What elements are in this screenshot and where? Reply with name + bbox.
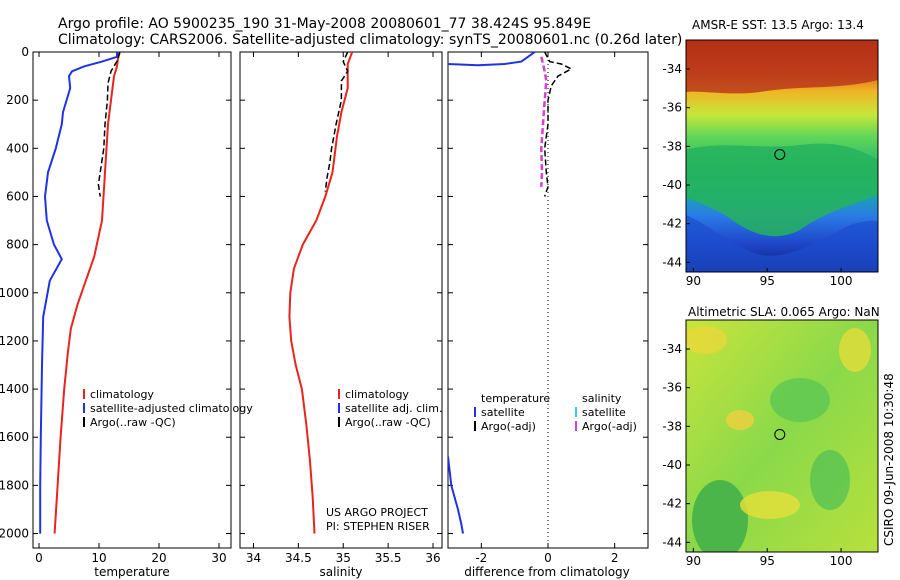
y-tick-label: 1600 — [0, 430, 29, 444]
difference-xlabel: difference from climatology — [464, 565, 630, 579]
map-y-tick-label: -38 — [662, 139, 682, 153]
x-tick-label: 0 — [544, 551, 552, 565]
x-tick-label: 35.5 — [375, 551, 402, 565]
sst-green-tongue — [686, 143, 878, 237]
x-tick-label: 36 — [425, 551, 440, 565]
map-x-tick-label: 90 — [686, 274, 701, 288]
map-y-tick-label: -40 — [662, 458, 682, 472]
map-y-tick-label: -34 — [662, 342, 682, 356]
x-tick-label: 10 — [91, 551, 106, 565]
x-tick-label: 20 — [151, 551, 166, 565]
sla-yellow-patch — [726, 410, 754, 430]
y-tick-label: 1200 — [0, 334, 29, 348]
sst-map-panel: AMSR-E SST: 13.5 Argo: 13.4 90 95 100 -34 -3… — [662, 18, 879, 288]
temperature-panel: 0 10 20 30 0 200 400 600 800 1000 1200 1400 1600 1800… — [0, 45, 253, 579]
x-tick-label: 34 — [246, 551, 261, 565]
y-tick-label: 200 — [6, 93, 29, 107]
x-tick-label: 34.5 — [285, 551, 312, 565]
project-annotation-line2: PI: STEPHEN RISER — [326, 520, 430, 533]
temperature-xlabel: temperature — [94, 565, 169, 579]
sla-map-panel: Altimetric SLA: 0.065 Argo: NaN 90 95 100 -… — [662, 305, 879, 568]
figure-title-line1: Argo profile: AO 5900235_190 31-May-2008… — [58, 16, 591, 32]
legend-label: Argo(-adj) — [582, 420, 637, 433]
map-y-tick-label: -38 — [662, 419, 682, 433]
series-line — [97, 52, 121, 197]
legend-header: temperature — [481, 392, 550, 405]
x-tick-label: -2 — [475, 551, 487, 565]
sla-green-patch — [770, 378, 830, 422]
legend-header: salinity — [582, 392, 622, 405]
y-tick-label: 600 — [6, 189, 29, 203]
sst-warm-region — [686, 40, 878, 94]
series-line — [288, 52, 354, 534]
salinity-xlabel: salinity — [319, 565, 362, 579]
project-annotation-line1: US ARGO PROJECT — [326, 506, 428, 519]
sla-yellow-patch — [686, 326, 727, 354]
map-y-tick-label: -42 — [662, 217, 682, 231]
sla-map-title: Altimetric SLA: 0.065 Argo: NaN — [688, 305, 880, 319]
y-tick-label: 0 — [21, 45, 29, 59]
legend-label: satellite-adjusted climatology — [90, 402, 253, 415]
sla-green-patch — [692, 480, 748, 552]
sst-cool-region — [686, 215, 878, 272]
map-x-tick-label: 100 — [830, 274, 853, 288]
x-tick-label: 30 — [211, 551, 226, 565]
map-y-tick-label: -42 — [662, 497, 682, 511]
sla-yellow-patch — [740, 491, 800, 519]
x-tick-label: 35 — [336, 551, 351, 565]
salinity-axes-frame — [239, 51, 443, 549]
series-line — [540, 56, 548, 187]
legend-label: Argo(-adj) — [481, 420, 536, 433]
map-x-tick-label: 100 — [830, 554, 853, 568]
map-y-tick-label: -34 — [662, 62, 682, 76]
legend-label: Argo(..raw -QC) — [345, 416, 431, 429]
map-y-tick-label: -36 — [662, 381, 682, 395]
series-line — [39, 52, 118, 534]
x-tick-label: 2 — [611, 551, 619, 565]
sst-map-title: AMSR-E SST: 13.5 Argo: 13.4 — [692, 18, 864, 32]
legend-label: satellite — [481, 406, 525, 419]
map-x-tick-label: 90 — [686, 554, 701, 568]
legend-label: satellite adj. clim. — [345, 402, 442, 415]
sla-yellow-patch — [839, 328, 871, 372]
temperature-axes-frame — [32, 51, 232, 549]
map-y-tick-label: -44 — [662, 535, 682, 549]
y-tick-label: 1800 — [0, 478, 29, 492]
series-line — [448, 456, 464, 534]
series-line — [324, 52, 349, 192]
y-tick-label: 800 — [6, 238, 29, 252]
argo-location-marker-sst — [774, 148, 786, 160]
map-y-tick-label: -44 — [662, 255, 682, 269]
sla-green-patch — [810, 450, 850, 510]
series-line — [53, 52, 121, 534]
y-tick-label: 2000 — [0, 527, 29, 541]
map-x-tick-label: 95 — [760, 554, 775, 568]
series-line — [543, 52, 573, 197]
legend-label: climatology — [345, 388, 409, 401]
series-line — [448, 52, 536, 67]
legend-label: Argo(..raw -QC) — [90, 416, 176, 429]
sla-map-frame — [685, 319, 879, 553]
x-tick-label: 0 — [35, 551, 43, 565]
legend-label: climatology — [90, 388, 154, 401]
difference-panel: -2 0 2 difference from climatology tempera… — [447, 51, 649, 579]
legend-label: satellite — [582, 406, 626, 419]
argo-location-marker-sla — [774, 428, 786, 440]
side-timestamp-label: CSIRO 09-Jun-2008 10:30:48 — [882, 373, 896, 546]
sst-map-frame — [685, 39, 879, 273]
y-tick-label: 400 — [6, 141, 29, 155]
salinity-panel: 34 34.5 35 35.5 36 salinity climatologysatel… — [239, 51, 443, 579]
map-y-tick-label: -40 — [662, 178, 682, 192]
y-tick-label: 1000 — [0, 286, 29, 300]
map-x-tick-label: 95 — [760, 274, 775, 288]
map-y-tick-label: -36 — [662, 101, 682, 115]
figure-title-line2: Climatology: CARS2006. Satellite-adjuste… — [58, 32, 682, 48]
y-tick-label: 1400 — [0, 382, 29, 396]
